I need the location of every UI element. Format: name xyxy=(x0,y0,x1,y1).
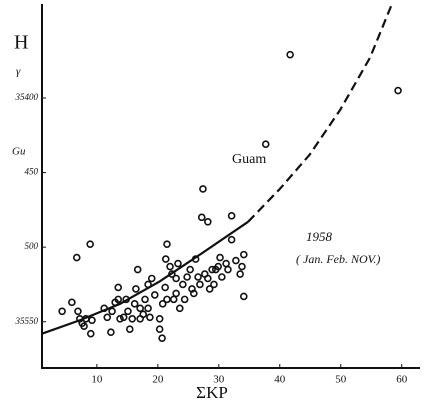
point xyxy=(179,280,187,289)
point xyxy=(161,283,169,292)
point xyxy=(216,253,224,262)
point xyxy=(190,289,198,298)
point xyxy=(236,270,244,278)
point xyxy=(163,240,171,248)
point xyxy=(227,212,236,220)
point xyxy=(58,307,66,316)
point xyxy=(194,273,202,281)
point xyxy=(222,259,230,268)
point xyxy=(180,295,189,304)
point xyxy=(88,316,96,325)
point xyxy=(141,295,149,304)
point xyxy=(172,289,180,298)
point xyxy=(155,314,164,323)
point xyxy=(218,273,226,281)
point xyxy=(139,310,148,319)
point xyxy=(205,285,214,293)
point xyxy=(114,283,123,292)
point xyxy=(124,307,132,316)
point xyxy=(261,140,270,149)
point xyxy=(186,265,194,274)
point xyxy=(74,307,82,316)
point xyxy=(144,304,152,313)
fit-curve xyxy=(247,3,393,223)
x-label: ΣKP xyxy=(196,383,228,402)
axis-frame xyxy=(41,4,420,369)
point xyxy=(174,259,182,268)
point xyxy=(197,213,206,222)
point xyxy=(150,291,159,299)
point xyxy=(240,292,248,301)
point xyxy=(147,274,156,283)
point xyxy=(394,86,402,95)
point xyxy=(166,262,174,271)
point xyxy=(133,265,142,274)
y-tick-label: 35400 xyxy=(15,92,39,102)
point xyxy=(161,255,170,263)
point xyxy=(86,329,95,338)
y-label: H xyxy=(14,32,28,54)
y-unit: γ xyxy=(16,66,21,78)
point xyxy=(125,325,134,334)
point xyxy=(168,270,176,278)
point xyxy=(136,304,144,313)
point xyxy=(172,274,180,283)
annotation: 1958 xyxy=(306,229,333,244)
point xyxy=(240,250,248,259)
point xyxy=(196,280,204,289)
point xyxy=(204,274,212,283)
y-tick-label: 500 xyxy=(25,241,39,251)
point xyxy=(100,304,108,313)
x-tick-label: 50 xyxy=(335,374,347,386)
point xyxy=(158,334,166,342)
point xyxy=(158,300,167,308)
point xyxy=(214,262,222,271)
point xyxy=(286,50,294,59)
point xyxy=(103,313,112,322)
point xyxy=(107,328,115,336)
point xyxy=(119,313,128,322)
point xyxy=(132,285,140,293)
point xyxy=(144,280,152,289)
point xyxy=(130,300,139,308)
point xyxy=(238,262,246,271)
point xyxy=(169,295,178,304)
point xyxy=(224,265,232,274)
point xyxy=(227,235,236,244)
point xyxy=(122,295,130,304)
point xyxy=(68,298,76,307)
point xyxy=(155,325,164,334)
x-tick-label: 20 xyxy=(152,374,164,386)
point xyxy=(86,240,94,248)
point xyxy=(204,218,212,226)
point xyxy=(183,273,191,281)
point xyxy=(72,253,81,262)
point xyxy=(232,256,240,265)
point xyxy=(108,307,116,316)
point xyxy=(128,314,137,323)
y-tick-label: 35550 xyxy=(15,316,39,326)
annotation: Guam xyxy=(232,152,266,167)
point xyxy=(175,304,184,313)
point xyxy=(199,185,207,193)
fit-curve xyxy=(41,220,249,335)
point xyxy=(116,314,124,323)
point xyxy=(80,322,88,331)
point xyxy=(163,295,171,304)
x-tick-label: 40 xyxy=(274,374,286,386)
point xyxy=(191,255,200,263)
point xyxy=(210,280,218,289)
x-tick-label: 60 xyxy=(396,374,408,386)
point xyxy=(146,313,154,322)
annotation: ( Jan. Feb. NOV.) xyxy=(296,252,380,266)
y-station: Gu xyxy=(12,146,26,158)
point xyxy=(208,265,216,274)
x-tick-label: 10 xyxy=(91,374,103,386)
x-tick-label: 30 xyxy=(213,374,225,386)
point xyxy=(114,295,123,304)
y-tick-label: 450 xyxy=(25,167,39,177)
